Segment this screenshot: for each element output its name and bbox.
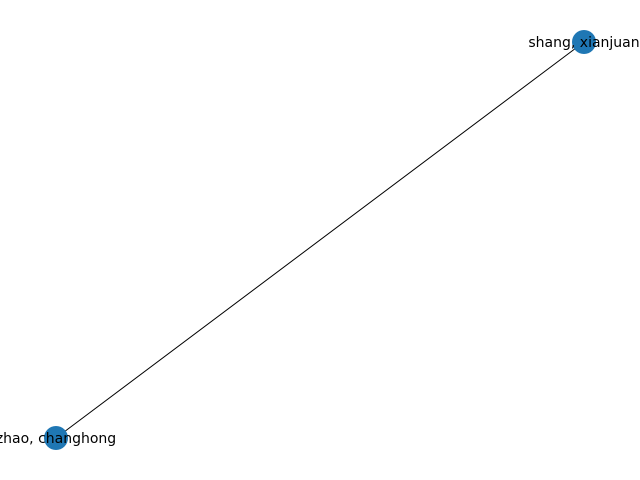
node-label: shang, xianjuan bbox=[528, 35, 639, 51]
graph-node bbox=[572, 30, 596, 54]
nodes-layer bbox=[44, 30, 596, 450]
graph-edge bbox=[55, 41, 585, 439]
graph-node bbox=[44, 426, 68, 450]
labels-layer: shang, xianjuan zhao, changhong bbox=[0, 35, 640, 447]
node-label: zhao, changhong bbox=[0, 431, 116, 447]
edges-layer bbox=[55, 41, 585, 439]
